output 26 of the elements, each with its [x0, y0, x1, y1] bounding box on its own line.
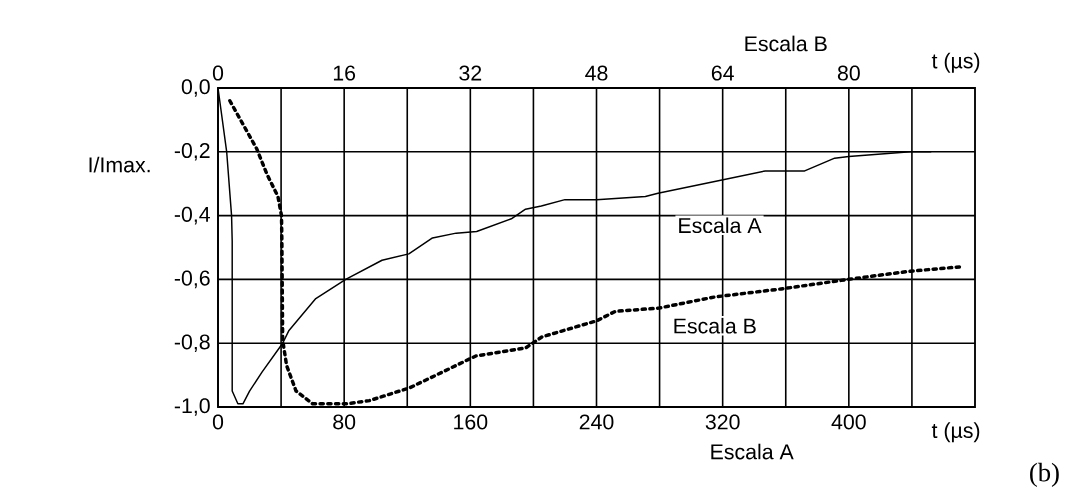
x2-tick-label: 64	[711, 65, 734, 81]
y-tick-label: -0,4	[174, 206, 210, 225]
x2-tick-label: 16	[333, 65, 356, 81]
y-tick-label: -0,2	[174, 143, 210, 161]
x-tick-label: 400	[831, 414, 866, 430]
x2-tick-label: 80	[837, 65, 860, 81]
x2-axis-title: Escala B	[745, 35, 827, 52]
x-tick-label: 0	[212, 414, 224, 430]
y-tick-label: -1,0	[174, 398, 210, 416]
x2-tick-label: 0	[212, 65, 224, 81]
x-tick-label: 80	[333, 414, 356, 430]
text: t (µs)	[931, 52, 980, 73]
x-tick-label: 160	[454, 414, 488, 430]
y-tick-label: -0,6	[174, 270, 210, 289]
y-axis-title: I/Imax.	[89, 156, 150, 173]
y-tick-label: 0,0	[181, 79, 210, 97]
x-tick-label: 240	[579, 414, 614, 430]
x-tick-label: 320	[705, 414, 740, 430]
text: (b)	[1030, 462, 1059, 487]
x2-tick-label: 32	[459, 65, 482, 81]
series-label: Escala B	[674, 317, 756, 334]
series-label: Escala A	[679, 217, 762, 234]
x2-tick-label: 48	[585, 65, 608, 81]
y-tick-label: -0,8	[174, 334, 210, 352]
text: t (µs)	[931, 422, 980, 443]
x-axis-title: Escala A	[711, 443, 794, 460]
